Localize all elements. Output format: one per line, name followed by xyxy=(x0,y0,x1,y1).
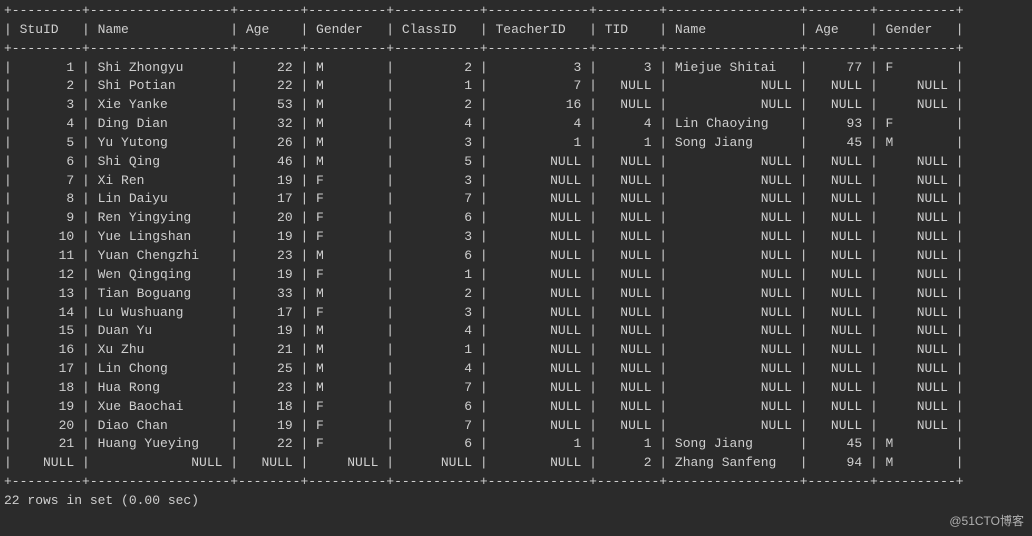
mysql-result-table: +---------+------------------+--------+-… xyxy=(0,0,1032,513)
watermark-label: @51CTO博客 xyxy=(949,513,1024,530)
